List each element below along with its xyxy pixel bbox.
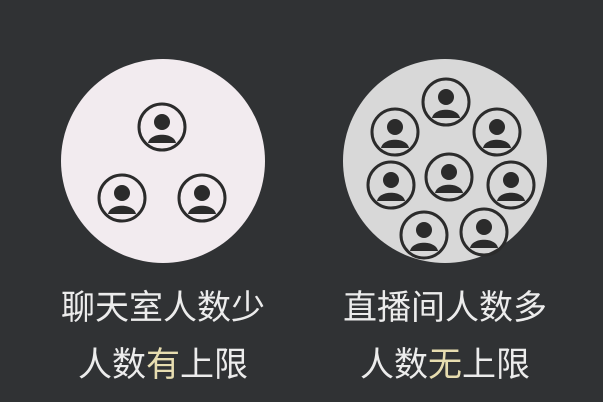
livestream-caption-line2: 人数无上限 (302, 343, 588, 387)
user-avatar-icon (176, 172, 228, 224)
livestream-caption-suffix: 上限 (462, 345, 530, 385)
user-avatar-icon (458, 206, 510, 258)
chatroom-caption-line2: 人数有上限 (20, 343, 306, 387)
user-avatar-icon (485, 159, 537, 211)
chatroom-caption-line1: 聊天室人数少 (61, 288, 265, 328)
user-avatar-icon (420, 76, 472, 128)
livestream-caption-prefix: 人数 (360, 345, 428, 385)
user-avatar-icon (136, 101, 188, 153)
livestream-caption-line1: 直播间人数多 (343, 288, 547, 328)
user-avatar-icon (471, 106, 523, 158)
user-avatar-icon (365, 159, 417, 211)
user-avatar-icon (423, 151, 475, 203)
chatroom-circle (61, 59, 265, 263)
user-avatar-icon (96, 172, 148, 224)
chatroom-caption-suffix: 上限 (180, 345, 248, 385)
livestream-caption-accent: 无 (428, 345, 462, 385)
user-avatar-icon (369, 106, 421, 158)
chatroom-caption-accent: 有 (146, 345, 180, 385)
user-avatar-icon (398, 209, 450, 261)
chatroom-caption-prefix: 人数 (78, 345, 146, 385)
